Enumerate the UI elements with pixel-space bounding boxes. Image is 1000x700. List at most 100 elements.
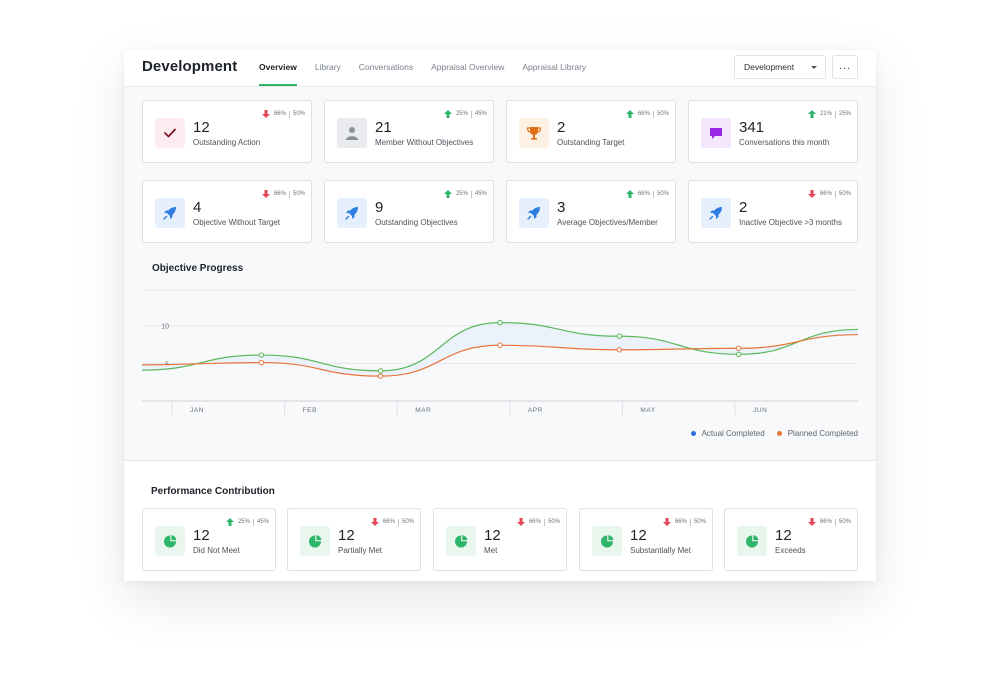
performance-value: 12	[193, 527, 210, 544]
stat-label: Average Objectives/Member	[557, 218, 658, 227]
trend-divider	[470, 110, 472, 118]
trend-indicator: 66% 50%	[807, 518, 851, 526]
stat-card-outstanding-action[interactable]: 12 Outstanding Action 66% 50%	[142, 100, 312, 163]
trend-value-a: 66%	[528, 519, 541, 525]
rocket-icon	[163, 207, 176, 220]
trend-down-arrow-icon	[516, 518, 525, 526]
performance-card-did-not-meet[interactable]: 12 Did Not Meet 25% 45%	[142, 508, 276, 571]
trend-value-a: 66%	[382, 519, 395, 525]
chevron-down-icon	[811, 66, 817, 69]
performance-label: Partially Met	[338, 546, 383, 555]
trend-divider	[288, 110, 290, 118]
area-between-series	[142, 322, 858, 377]
performance-card-exceeds[interactable]: 12 Exceeds 66% 50%	[724, 508, 858, 571]
trend-up-arrow-icon	[443, 190, 452, 198]
chat-icon	[710, 128, 722, 139]
trend-value-b: 25%	[838, 111, 851, 117]
trend-divider	[652, 110, 654, 118]
performance-value: 12	[630, 527, 647, 544]
stat-icon-box	[519, 118, 549, 148]
trend-down-arrow-icon	[370, 518, 379, 526]
trend-value-b: 50%	[838, 519, 851, 525]
trend-value-a: 21%	[819, 111, 832, 117]
stat-label: Inactive Objective >3 months	[739, 218, 842, 227]
trend-up-arrow-icon	[443, 110, 452, 118]
stat-value: 12	[193, 119, 210, 136]
trend-up-arrow-icon	[625, 110, 634, 118]
x-tick-label: MAR	[415, 407, 431, 414]
rocket-icon	[345, 207, 358, 220]
trend-down-arrow-icon	[261, 110, 270, 118]
pie-chart-icon	[601, 533, 615, 548]
legend-label-actual: Actual Completed	[701, 429, 765, 438]
stat-card-inactive-objective-3-months[interactable]: 2 Inactive Objective >3 months 66% 50%	[688, 180, 858, 243]
stat-label: Outstanding Objectives	[375, 218, 458, 227]
trend-value-a: 25%	[455, 191, 468, 197]
stat-icon-box	[337, 198, 367, 228]
performance-icon-box	[155, 526, 185, 556]
tab-appraisal-overview[interactable]: Appraisal Overview	[431, 62, 505, 72]
trend-indicator: 25% 45%	[443, 190, 487, 198]
stat-card-conversations-this-month[interactable]: 341 Conversations this month 21% 25%	[688, 100, 858, 163]
trend-value-a: 66%	[674, 519, 687, 525]
performance-card-substantially-met[interactable]: 12 Substantially Met 66% 50%	[579, 508, 713, 571]
tab-conversations[interactable]: Conversations	[358, 62, 414, 72]
trend-value-b: 50%	[292, 191, 305, 197]
trend-divider	[288, 190, 290, 198]
trend-value-b: 50%	[401, 519, 414, 525]
trend-value-b: 45%	[474, 191, 487, 197]
trend-indicator: 66% 50%	[625, 190, 669, 198]
page-header: Development Overview Library Conversatio…	[124, 50, 876, 87]
trend-indicator: 66% 50%	[370, 518, 414, 526]
pie-chart-icon	[455, 533, 469, 548]
stat-value: 3	[557, 199, 566, 216]
page-title: Development	[142, 58, 238, 75]
stat-value: 341	[739, 119, 765, 136]
stat-card-outstanding-target[interactable]: 2 Outstanding Target 66% 50%	[506, 100, 676, 163]
stat-card-objective-without-target[interactable]: 4 Objective Without Target 66% 50%	[142, 180, 312, 243]
stat-label: Conversations this month	[739, 138, 830, 147]
trend-indicator: 66% 50%	[261, 190, 305, 198]
data-point-planned	[735, 345, 742, 351]
performance-label: Did Not Meet	[193, 546, 240, 555]
tab-library[interactable]: Library	[314, 62, 341, 72]
pie-chart-icon	[309, 533, 323, 548]
performance-card-met[interactable]: 12 Met 66% 50%	[433, 508, 567, 571]
trend-indicator: 66% 50%	[625, 110, 669, 118]
more-options-button[interactable]: ...	[832, 55, 858, 79]
trend-up-arrow-icon	[625, 190, 634, 198]
trend-value-b: 50%	[547, 519, 560, 525]
trend-divider	[834, 190, 836, 198]
department-select[interactable]: Development	[734, 55, 826, 79]
stat-value: 4	[193, 199, 202, 216]
performance-label: Substantially Met	[630, 546, 691, 555]
stat-icon-box	[701, 118, 731, 148]
stat-card-member-without-objectives[interactable]: 21 Member Without Objectives 25% 45%	[324, 100, 494, 163]
x-tick-label: JUN	[753, 407, 767, 414]
stat-icon-box	[519, 198, 549, 228]
trend-indicator: 66% 50%	[261, 110, 305, 118]
legend-dot-actual	[690, 431, 696, 436]
stat-icon-box	[337, 118, 367, 148]
trend-value-a: 25%	[455, 111, 468, 117]
trend-up-arrow-icon	[225, 518, 234, 526]
trend-value-a: 66%	[819, 519, 832, 525]
performance-icon-box	[446, 526, 476, 556]
stat-card-outstanding-objectives[interactable]: 9 Outstanding Objectives 25% 45%	[324, 180, 494, 243]
x-tick-label: JAN	[190, 407, 204, 414]
tab-overview[interactable]: Overview	[250, 50, 306, 86]
trend-divider	[470, 190, 472, 198]
trend-indicator: 66% 50%	[516, 518, 560, 526]
trend-down-arrow-icon	[662, 518, 671, 526]
data-point-actual	[258, 352, 265, 358]
trend-value-a: 66%	[273, 111, 286, 117]
trend-value-b: 50%	[656, 191, 669, 197]
performance-card-partially-met[interactable]: 12 Partially Met 66% 50%	[287, 508, 421, 571]
rocket-icon	[709, 207, 722, 220]
trend-divider	[543, 518, 545, 526]
stat-card-average-objectives-member[interactable]: 3 Average Objectives/Member 66% 50%	[506, 180, 676, 243]
tab-appraisal-library[interactable]: Appraisal Library	[522, 62, 587, 72]
data-point-planned	[616, 347, 623, 353]
trend-divider	[652, 190, 654, 198]
trend-divider	[397, 518, 399, 526]
